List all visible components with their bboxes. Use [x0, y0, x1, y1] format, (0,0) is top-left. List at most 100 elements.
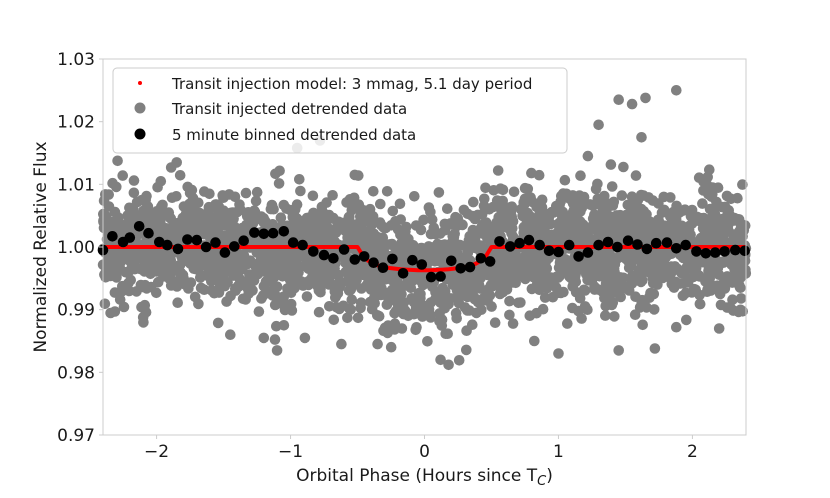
data-point: [358, 205, 369, 216]
data-point: [606, 181, 618, 192]
binned-point: [573, 251, 584, 262]
data-point: [631, 226, 642, 238]
data-point: [348, 192, 360, 204]
x-tick-label: −1: [278, 442, 303, 462]
data-point: [334, 303, 345, 315]
data-point: [397, 238, 408, 249]
data-point: [287, 211, 299, 222]
data-point: [714, 288, 726, 300]
data-point: [515, 204, 527, 215]
binned-point: [229, 241, 240, 252]
data-point: [475, 272, 486, 284]
data-point: [675, 224, 686, 236]
legend-box: [112, 67, 568, 154]
data-point: [484, 204, 495, 215]
binned-point: [349, 254, 361, 265]
data-point: [636, 132, 647, 143]
data-point: [166, 192, 178, 203]
data-point: [422, 336, 433, 347]
data-point: [729, 229, 740, 241]
binned-point: [358, 251, 370, 262]
data-point: [301, 291, 313, 302]
data-point: [423, 202, 435, 213]
data-point: [654, 251, 666, 262]
data-point: [582, 150, 594, 162]
data-point: [269, 334, 281, 345]
data-point: [100, 272, 111, 283]
data-point: [165, 254, 177, 266]
data-point: [426, 243, 437, 255]
data-point: [281, 203, 292, 214]
data-point: [271, 345, 283, 356]
data-point: [174, 226, 186, 237]
y-tick-label: 0.97: [57, 426, 95, 446]
data-point: [453, 273, 465, 284]
data-point: [671, 321, 682, 333]
data-point: [141, 190, 152, 202]
data-point: [485, 222, 497, 233]
data-point: [507, 318, 519, 329]
data-point: [336, 338, 347, 350]
data-point: [379, 272, 390, 283]
data-point: [266, 199, 278, 211]
data-point: [649, 269, 660, 280]
data-point: [271, 320, 282, 332]
data-point: [492, 165, 504, 176]
data-point: [294, 174, 305, 185]
data-point: [114, 294, 126, 305]
data-point: [361, 279, 373, 291]
data-point: [630, 170, 642, 181]
data-point: [504, 309, 515, 321]
data-point: [200, 257, 211, 269]
data-point: [98, 195, 110, 206]
binned-point: [416, 259, 428, 270]
binned-point: [318, 249, 330, 261]
data-point: [435, 354, 446, 366]
data-point: [562, 318, 573, 329]
x-tick-label: 1: [553, 442, 564, 462]
data-point: [294, 275, 306, 287]
data-point: [140, 257, 152, 269]
data-point: [553, 348, 564, 359]
binned-point: [504, 241, 516, 252]
data-point: [206, 275, 217, 287]
data-point: [738, 225, 750, 236]
data-point: [697, 198, 708, 209]
data-point: [431, 228, 443, 239]
data-point: [694, 289, 705, 301]
data-point: [489, 317, 501, 329]
binned-point: [455, 263, 467, 274]
data-point: [318, 275, 330, 286]
data-point: [589, 209, 600, 220]
data-point: [262, 286, 274, 298]
data-point: [250, 195, 262, 207]
binned-point: [210, 237, 221, 248]
data-point: [195, 282, 207, 294]
data-point: [567, 302, 578, 314]
data-point: [719, 201, 731, 213]
data-point: [613, 287, 624, 299]
data-point: [340, 266, 352, 278]
binned-point: [543, 245, 555, 257]
data-point: [601, 256, 613, 268]
data-point: [727, 294, 738, 306]
data-point: [186, 205, 197, 216]
data-point: [175, 269, 186, 281]
data-point: [536, 194, 548, 206]
data-point: [307, 190, 319, 202]
binned-point: [338, 244, 350, 255]
data-point: [374, 217, 386, 228]
data-point: [198, 228, 210, 240]
data-point: [105, 262, 117, 273]
y-tick-label: 0.98: [57, 363, 95, 383]
binned-point: [709, 247, 721, 258]
data-point: [518, 221, 530, 233]
data-point: [243, 275, 254, 286]
data-point: [372, 338, 383, 350]
data-point: [475, 283, 486, 294]
data-point: [453, 355, 465, 366]
data-point: [384, 239, 396, 250]
data-point: [508, 186, 520, 198]
data-point: [128, 175, 140, 186]
